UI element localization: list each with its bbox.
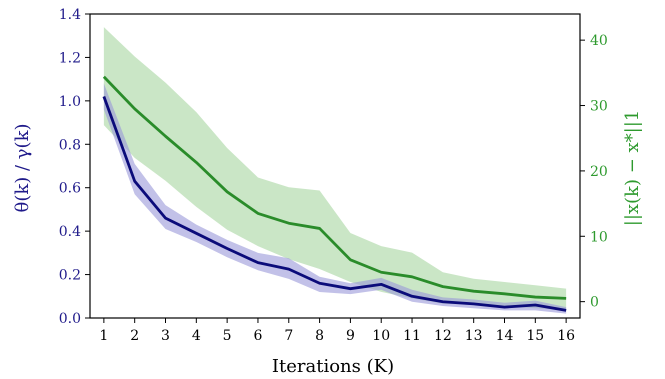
- x-tick-label: 4: [192, 328, 201, 344]
- right-series-mean-line: [102, 75, 567, 300]
- x-tick-label: 7: [284, 328, 293, 344]
- left-y-tick-label: 0.8: [59, 137, 81, 153]
- x-tick-label: 16: [557, 328, 575, 344]
- x-tick-label: 10: [372, 328, 390, 344]
- x-tick-label: 14: [496, 328, 514, 344]
- left-y-tick-label: 0.0: [59, 311, 81, 327]
- x-tick-label: 1: [99, 328, 108, 344]
- left-y-tick-label: 1.2: [59, 50, 81, 66]
- x-tick-label: 13: [465, 328, 483, 344]
- right-y-tick-label: 0: [590, 295, 599, 311]
- right-y-axis-label: ||x(k) − x*||1: [622, 110, 643, 227]
- x-tick-label: 11: [403, 328, 421, 344]
- left-y-tick-label: 0.6: [59, 181, 81, 197]
- x-tick-label: 3: [161, 328, 170, 344]
- left-series-mean-line: [102, 96, 567, 312]
- x-tick-label: 12: [434, 328, 452, 344]
- left-y-tick-label: 0.4: [59, 224, 81, 240]
- right-series-confidence-band: [103, 27, 567, 311]
- x-tick-label: 2: [130, 328, 139, 344]
- plot-area: 1 2 3 4 5 6 7 8 9 10 11 12 13 14 15 160.00.20.40.60.81.…: [59, 7, 608, 344]
- right-y-tick-label: 20: [590, 164, 608, 180]
- left-y-axis-label: θ(k) / γ(k): [12, 123, 33, 212]
- right-y-tick-label: 10: [590, 229, 608, 245]
- left-y-tick-label: 1.0: [59, 94, 81, 110]
- left-y-tick-label: 1.4: [59, 7, 81, 23]
- x-tick-label: 5: [223, 328, 232, 344]
- plot-frame: [89, 13, 581, 319]
- x-tick-label: 6: [253, 328, 262, 344]
- x-axis-label: Iterations (K): [272, 356, 394, 377]
- left-y-tick-label: 0.2: [59, 268, 81, 284]
- right-y-tick-label: 40: [590, 33, 608, 49]
- x-tick-label: 8: [315, 328, 324, 344]
- right-y-tick-label: 30: [590, 99, 608, 115]
- x-tick-label: 9: [346, 328, 355, 344]
- x-tick-label: 15: [526, 328, 544, 344]
